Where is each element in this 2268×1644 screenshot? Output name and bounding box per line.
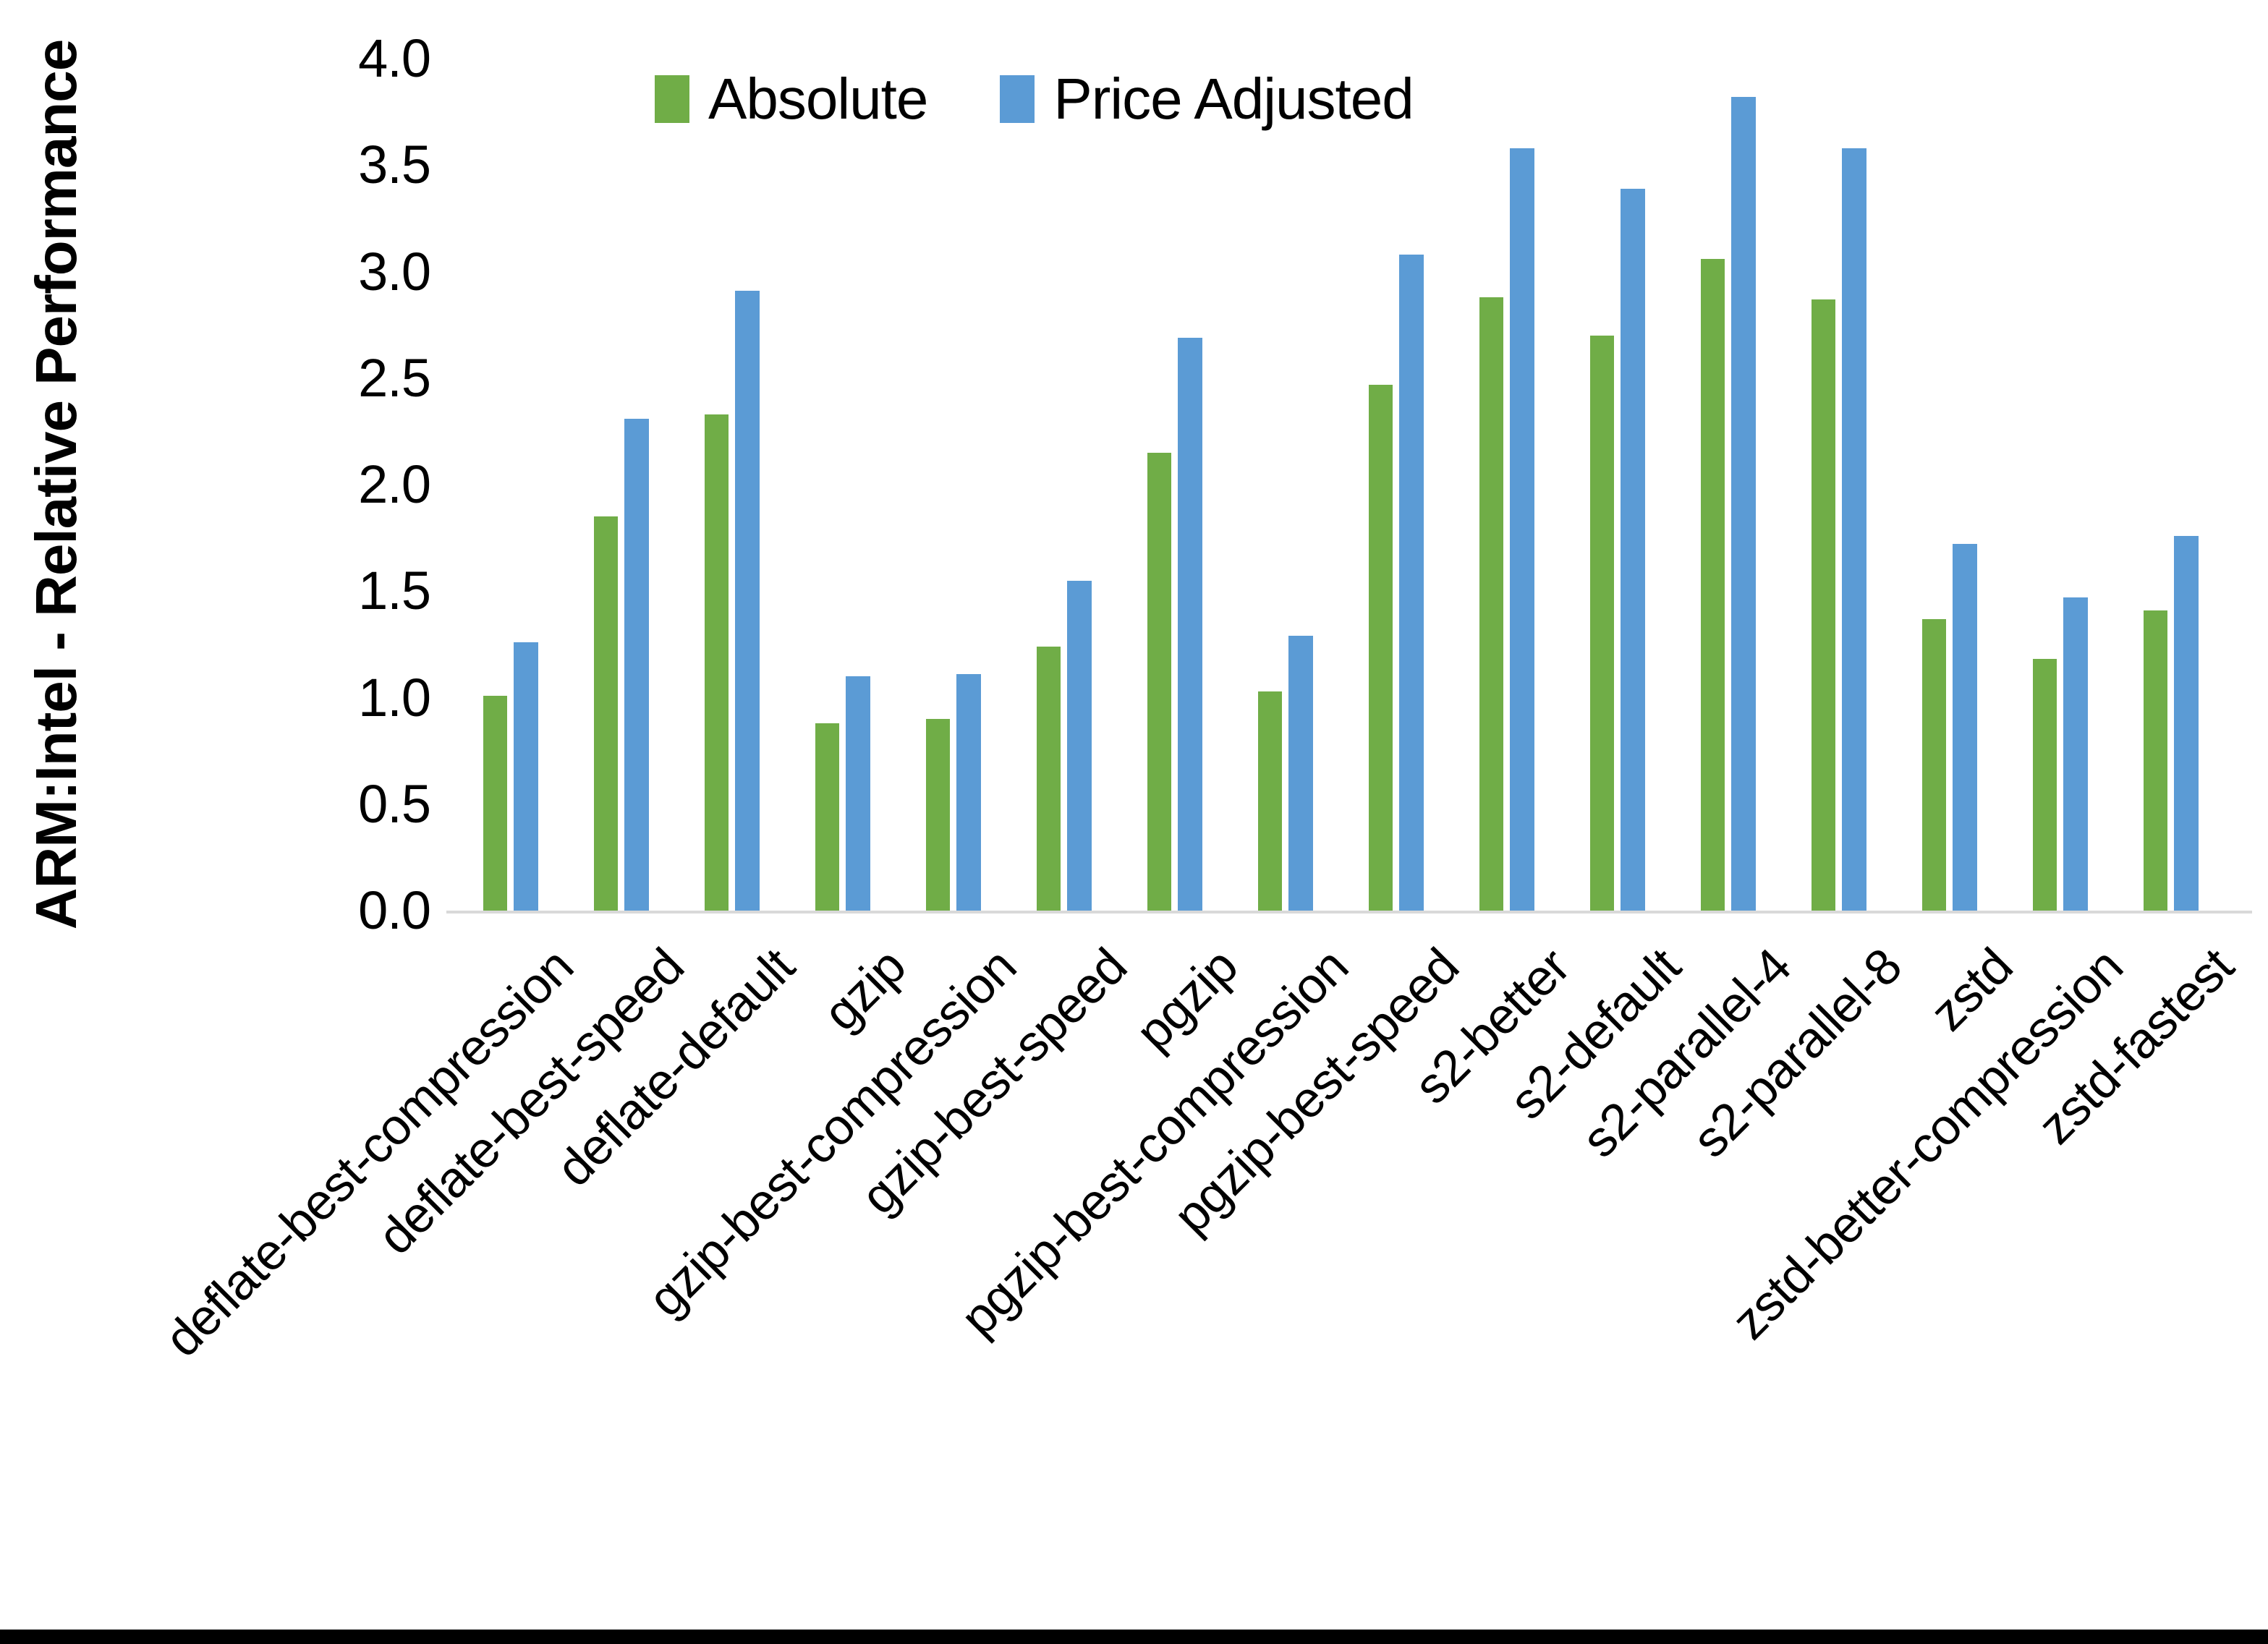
y-tick-label: 0.0 [358,880,431,940]
legend-label: Price Adjusted [1053,67,1414,131]
bar-price-adjusted-pgzip-best-compression [1288,636,1313,911]
bar-price-adjusted-pgzip [1178,338,1202,911]
bar-price-adjusted-zstd-better-compression [2063,597,2088,911]
legend-swatch-icon [655,75,689,123]
x-axis-line [446,911,2252,913]
bar-price-adjusted-deflate-best-compression [514,642,538,911]
bar-price-adjusted-deflate-default [735,291,760,911]
bar-price-adjusted-gzip-best-speed [1067,581,1092,911]
bar-price-adjusted-s2-parallel-8 [1842,148,1866,911]
bar-absolute-s2-parallel-4 [1701,259,1725,911]
y-tick-label: 2.5 [358,347,431,408]
y-axis-title: ARM:Intel - Relative Performance [24,39,88,930]
bar-absolute-deflate-best-speed [594,516,618,911]
bar-price-adjusted-s2-better [1510,148,1534,911]
bar-absolute-zstd [1922,619,1946,911]
y-tick-label: 4.0 [358,28,431,88]
y-tick-label: 0.5 [358,773,431,834]
bar-absolute-pgzip [1147,453,1171,911]
bar-absolute-zstd-fastest [2144,610,2167,911]
bar-absolute-s2-parallel-8 [1812,299,1835,911]
y-tick-label: 3.5 [358,135,431,195]
y-tick-label: 3.0 [358,241,431,302]
legend-item-price-adjusted: Price Adjusted [1000,59,1414,139]
legend-item-absolute: Absolute [655,59,928,139]
bar-absolute-pgzip-best-compression [1258,691,1282,911]
bar-price-adjusted-gzip [846,676,870,911]
bar-price-adjusted-s2-parallel-4 [1731,97,1756,911]
legend: Absolute Price Adjusted [655,59,1414,139]
legend-label: Absolute [708,67,928,131]
bar-absolute-s2-better [1479,297,1503,911]
bar-absolute-deflate-default [705,414,729,911]
bar-absolute-gzip-best-compression [926,719,950,911]
y-tick-label: 2.0 [358,454,431,514]
bar-price-adjusted-pgzip-best-speed [1399,255,1424,911]
bar-absolute-pgzip-best-speed [1369,385,1393,911]
bar-price-adjusted-deflate-best-speed [624,419,649,911]
bottom-border-line [0,1630,2268,1644]
y-tick-label: 1.5 [358,561,431,621]
bar-absolute-deflate-best-compression [483,696,507,911]
bar-price-adjusted-gzip-best-compression [956,674,981,911]
legend-swatch-icon [1000,75,1035,123]
bar-price-adjusted-zstd [1953,544,1977,911]
bar-absolute-zstd-better-compression [2033,659,2057,911]
bar-absolute-gzip-best-speed [1037,647,1061,911]
bar-absolute-gzip [815,723,839,911]
bar-price-adjusted-zstd-fastest [2174,536,2199,911]
y-tick-label: 1.0 [358,667,431,728]
bar-absolute-s2-default [1590,336,1614,911]
bar-price-adjusted-s2-default [1621,189,1645,911]
